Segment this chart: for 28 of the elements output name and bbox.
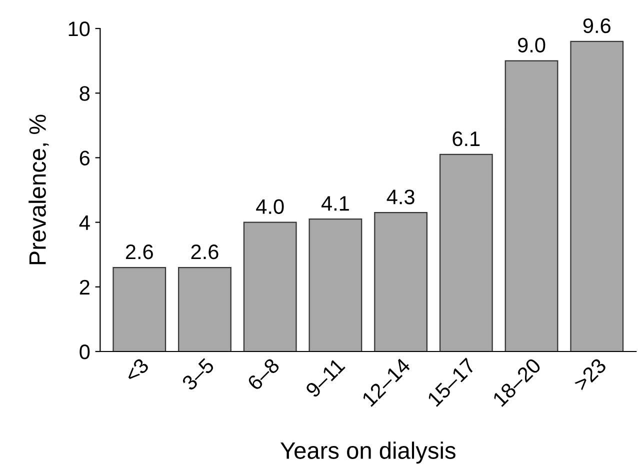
bar — [374, 212, 428, 352]
bar — [570, 40, 624, 352]
x-tick-label: <3 — [124, 357, 150, 384]
data-label: 6.1 — [452, 131, 480, 146]
y-tick-label: 0 — [80, 344, 90, 360]
y-tick-label: 6 — [80, 150, 90, 166]
bar — [178, 266, 232, 352]
y-tick-label: 2 — [80, 280, 90, 294]
x-tick-label: >23 — [573, 357, 608, 392]
bar — [439, 154, 493, 352]
data-label: 4.0 — [256, 199, 284, 214]
data-label: 9.0 — [518, 38, 546, 53]
x-axis-title: Years on dialysis — [280, 442, 456, 464]
y-tick-label: 4 — [79, 216, 90, 230]
data-label: 2.6 — [126, 244, 153, 260]
data-label: 2.6 — [191, 244, 218, 260]
bar — [504, 60, 558, 352]
bar — [112, 266, 166, 352]
bar — [243, 222, 297, 352]
y-tick-label: 8 — [80, 86, 90, 101]
x-tick-label: 6–8 — [246, 357, 280, 392]
y-tick-label: 10 — [68, 22, 90, 36]
data-label: 4.3 — [386, 190, 414, 204]
y-axis-title: Prevalence, % — [28, 114, 49, 264]
bar — [308, 218, 362, 352]
data-label: 9.6 — [583, 18, 610, 34]
x-tick-label: 3–5 — [181, 357, 215, 392]
data-label: 4.1 — [321, 196, 349, 211]
